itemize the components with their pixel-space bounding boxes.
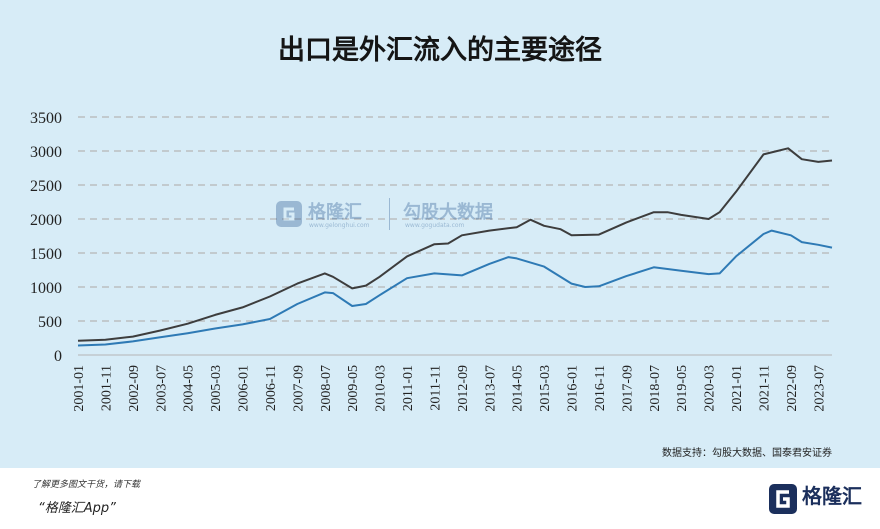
x-tick-label: 2016-11	[593, 365, 608, 411]
footer-banner: 了解更多图文干货，请下载 “格隆汇App” 格隆汇	[0, 468, 880, 529]
x-tick-label: 2011-01	[401, 365, 416, 411]
x-tick-label: 2023-07	[812, 365, 827, 412]
y-tick-label: 3500	[30, 110, 62, 127]
x-axis-ticks: 2001-01 2001-11 2002-09 2003-07 2004-05 2005-…	[72, 365, 827, 412]
x-tick-label: 2004-05	[182, 365, 197, 412]
x-tick-label: 2002-09	[127, 365, 142, 412]
series-line-dark	[77, 147, 833, 342]
x-tick-label: 2011-11	[428, 365, 443, 411]
footer-download-text: 了解更多图文干货，请下载	[32, 480, 141, 490]
x-tick-label: 2008-07	[319, 365, 334, 412]
x-tick-label: 2022-09	[785, 365, 800, 412]
x-tick-label: 2005-03	[209, 365, 224, 412]
x-tick-label: 2001-11	[99, 365, 114, 411]
x-tick-label: 2007-09	[291, 365, 306, 412]
x-tick-label: 2012-09	[456, 365, 471, 412]
y-tick-label: 2500	[30, 178, 62, 195]
gelonghui-brand-icon	[769, 484, 797, 514]
x-tick-label: 2016-01	[566, 365, 581, 412]
x-tick-label: 2006-01	[237, 365, 252, 412]
x-tick-label: 2018-07	[648, 365, 663, 412]
y-tick-label: 1500	[30, 246, 62, 263]
x-tick-label: 2014-05	[511, 365, 526, 412]
chart-title: 出口是外汇流入的主要途径	[278, 35, 602, 66]
x-tick-label: 2013-07	[483, 365, 498, 412]
x-tick-label: 2015-03	[538, 365, 553, 412]
y-tick-label: 1000	[30, 280, 62, 297]
y-axis-ticks: 0 500 1000 1500 2000 2500 3000 3500	[30, 110, 62, 365]
x-tick-label: 2019-05	[675, 365, 690, 412]
series-lines	[77, 147, 833, 347]
y-tick-label: 2000	[30, 212, 62, 229]
x-tick-label: 2001-01	[72, 365, 87, 412]
x-tick-label: 2009-05	[346, 365, 361, 412]
x-tick-label: 2010-03	[374, 365, 389, 412]
grid-lines	[78, 116, 832, 356]
y-tick-label: 3000	[30, 144, 62, 161]
y-tick-label: 500	[38, 314, 62, 331]
x-tick-label: 2017-09	[620, 365, 635, 412]
footer-app-name[interactable]: “格隆汇App”	[38, 501, 116, 516]
x-tick-label: 2006-11	[264, 365, 279, 411]
x-tick-label: 2021-01	[730, 365, 745, 412]
source-note: 数据支持：勾股大数据、国泰君安证券	[662, 448, 832, 459]
series-line-blue	[77, 229, 833, 347]
x-tick-label: 2020-03	[703, 365, 718, 412]
footer-brand-name: 格隆汇	[802, 484, 862, 508]
x-tick-label: 2003-07	[154, 365, 169, 412]
y-tick-label: 0	[54, 348, 62, 365]
x-tick-label: 2021-11	[757, 365, 772, 411]
